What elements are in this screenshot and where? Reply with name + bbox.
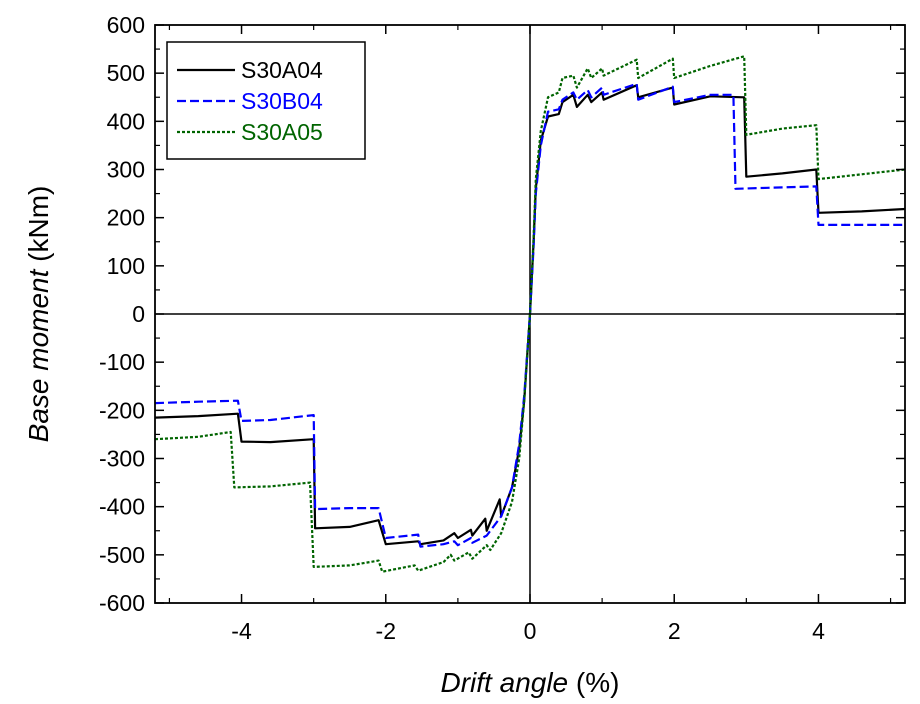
y-tick-label: -100: [99, 349, 145, 375]
y-tick-label: -400: [99, 494, 145, 520]
legend-label-s30a04: S30A04: [241, 57, 323, 83]
x-tick-label: 0: [524, 618, 537, 644]
y-tick-label: 100: [107, 253, 145, 279]
series-layer: [155, 55, 905, 573]
x-tick-label: 4: [812, 618, 825, 644]
y-tick-label: 400: [107, 108, 145, 134]
legend-box: [166, 41, 366, 160]
x-tick-label: 2: [668, 618, 681, 644]
y-tick-label: 300: [107, 157, 145, 183]
legend: S30A04 S30B04 S30A05: [166, 41, 366, 160]
y-tick-label: -500: [99, 542, 145, 568]
legend-label-s30a05: S30A05: [241, 119, 323, 145]
x-axis-title-main: Drift angle: [441, 667, 569, 698]
x-axis-title-unit: (%): [576, 667, 620, 698]
x-tick-label: -2: [376, 618, 396, 644]
y-tick-label: -200: [99, 397, 145, 423]
x-axis-title: Drift angle (%): [441, 667, 620, 698]
axis-ticks: -4 -2 0 2 4 -600 -500 -400 -300 -200 -100 0 100 200 30…: [99, 12, 905, 644]
y-axis-title-unit: (kNm): [23, 186, 54, 262]
legend-label-s30b04: S30B04: [241, 88, 323, 114]
x-tick-label: -4: [231, 618, 252, 644]
y-tick-label: 600: [107, 12, 145, 38]
series-line-s30a05: [155, 55, 905, 573]
series-line-s30a04: [155, 84, 905, 546]
y-tick-label: -300: [99, 446, 145, 472]
y-axis-title: Base moment (kNm): [23, 186, 54, 443]
y-tick-label: 500: [107, 60, 145, 86]
y-tick-label: -600: [99, 590, 145, 616]
y-tick-label: 200: [107, 205, 145, 231]
y-axis-title-main: Base moment: [23, 268, 54, 442]
y-tick-label: 0: [132, 301, 145, 327]
